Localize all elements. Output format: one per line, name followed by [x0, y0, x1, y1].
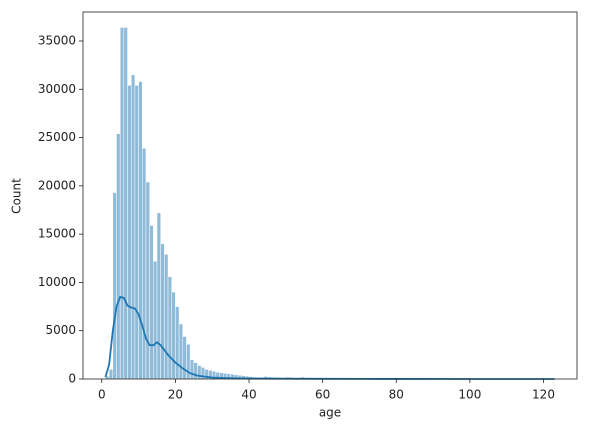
x-tick-label: 60: [315, 388, 330, 402]
y-tick-label: 5000: [45, 323, 76, 337]
y-tick-label: 10000: [38, 275, 76, 289]
bar: [171, 291, 176, 380]
bar: [142, 147, 147, 380]
bar: [145, 181, 150, 380]
x-tick-label: 0: [98, 388, 106, 402]
y-tick-label: 35000: [38, 33, 76, 47]
y-tick-label: 30000: [38, 82, 76, 96]
plot-frame: [82, 11, 578, 380]
bar: [123, 27, 128, 380]
bar: [130, 74, 136, 380]
bar: [149, 225, 154, 380]
x-tick-label: 40: [241, 388, 256, 402]
y-tick-label: 15000: [38, 227, 76, 241]
x-axis-label: age: [319, 406, 341, 420]
bar: [112, 192, 117, 380]
bar: [134, 85, 139, 380]
y-tick-label: 20000: [38, 178, 76, 192]
bar: [160, 243, 165, 380]
y-tick-label: 25000: [38, 130, 76, 144]
bar: [197, 365, 202, 380]
bar: [178, 323, 184, 380]
y-axis-label: Count: [10, 178, 24, 214]
x-tick-label: 100: [458, 388, 481, 402]
x-tick-label: 80: [389, 388, 404, 402]
bar: [138, 81, 143, 380]
bar: [116, 133, 121, 380]
bar: [153, 260, 158, 380]
x-tick-label: 20: [168, 388, 183, 402]
bar: [175, 306, 180, 380]
y-tick-label: 0: [68, 372, 76, 386]
bar: [182, 336, 187, 380]
bar: [193, 362, 198, 380]
bar: [189, 359, 195, 380]
bar: [164, 254, 169, 380]
x-tick-label: 120: [532, 388, 555, 402]
bar: [127, 85, 132, 380]
bar: [108, 369, 114, 380]
bar: [167, 276, 172, 380]
bar: [119, 27, 125, 380]
bar: [156, 212, 161, 380]
